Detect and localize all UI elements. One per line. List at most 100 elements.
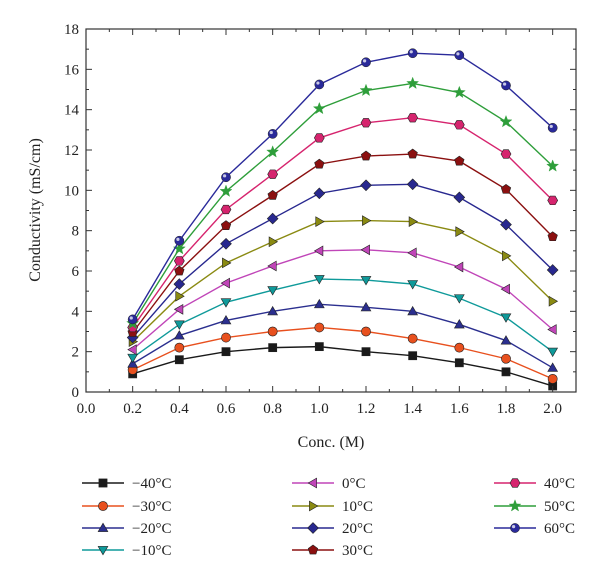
series-line xyxy=(132,345,553,387)
x-tick-label: 1.4 xyxy=(403,401,422,417)
legend-marker xyxy=(98,478,108,488)
data-point xyxy=(173,278,186,290)
data-point xyxy=(452,85,466,99)
data-point xyxy=(360,179,372,192)
marker-highlight xyxy=(456,52,460,56)
data-point xyxy=(501,367,511,377)
data-point xyxy=(547,324,557,335)
data-point xyxy=(127,353,139,364)
x-tick-label: 0.2 xyxy=(123,401,142,417)
legend: −40°C −30°C −20°C −10°C 0°C 10°C 20°C 30°C 40°C 5… xyxy=(82,476,575,559)
data-point xyxy=(174,355,184,365)
data-point xyxy=(408,216,419,227)
series-line xyxy=(132,52,554,320)
legend-item: 20°C xyxy=(292,521,373,537)
legend-item: 50°C xyxy=(494,499,575,515)
x-tick-label: 1.6 xyxy=(450,401,469,417)
data-point xyxy=(314,322,325,333)
data-point xyxy=(220,237,232,250)
legend-marker xyxy=(307,522,319,534)
legend-item: 0°C xyxy=(292,476,366,492)
series-line xyxy=(132,183,554,339)
legend-item: −20°C xyxy=(82,521,171,537)
data-point xyxy=(174,342,185,353)
series xyxy=(127,148,558,337)
data-point xyxy=(127,358,139,368)
marker-body xyxy=(221,172,231,183)
data-point xyxy=(173,330,185,340)
data-point xyxy=(360,150,372,161)
x-axis-title: Conc. (M) xyxy=(298,434,365,451)
data-point xyxy=(221,172,231,183)
series-line xyxy=(132,117,554,328)
data-point xyxy=(361,347,371,357)
marker-body xyxy=(454,50,465,61)
data-point xyxy=(546,159,560,172)
legend-label: 30°C xyxy=(342,543,373,559)
data-point xyxy=(267,326,278,337)
legend-label: −20°C xyxy=(132,521,171,537)
data-point xyxy=(173,303,184,315)
data-point xyxy=(220,298,232,308)
data-point xyxy=(172,242,186,255)
data-point xyxy=(407,305,419,316)
data-point xyxy=(500,218,512,231)
data-point xyxy=(453,294,465,304)
data-point xyxy=(313,245,324,257)
series xyxy=(127,48,558,325)
data-point xyxy=(501,80,511,91)
series xyxy=(126,178,559,344)
series xyxy=(126,76,560,329)
data-point xyxy=(267,190,278,200)
data-point xyxy=(547,231,558,242)
y-tick-label: 8 xyxy=(72,224,80,240)
data-point xyxy=(221,347,231,357)
data-point xyxy=(174,265,185,276)
series-line xyxy=(132,303,554,369)
data-point xyxy=(267,169,279,179)
data-point xyxy=(407,148,418,159)
data-point xyxy=(267,129,278,139)
data-point xyxy=(500,335,512,345)
legend-item: 30°C xyxy=(292,543,373,559)
y-tick-label: 14 xyxy=(64,103,80,119)
legend-label: −30°C xyxy=(132,499,171,515)
data-point xyxy=(406,76,420,89)
x-tick-label: 1.0 xyxy=(310,401,329,417)
data-point xyxy=(173,256,185,266)
data-point xyxy=(220,277,230,289)
x-tick-label: 0.8 xyxy=(263,401,282,417)
data-point xyxy=(314,79,325,90)
legend-label: 40°C xyxy=(544,476,575,492)
marker-highlight xyxy=(223,174,227,178)
marker-body xyxy=(127,314,138,325)
legend-marker xyxy=(309,500,319,512)
data-point xyxy=(408,351,418,361)
data-point xyxy=(547,122,558,133)
data-point xyxy=(313,275,325,285)
legend-label: 0°C xyxy=(342,476,366,492)
marker-body xyxy=(314,79,325,90)
data-point xyxy=(500,183,512,194)
data-point xyxy=(407,280,419,290)
legend-item: 60°C xyxy=(494,521,575,537)
x-tick-label: 1.8 xyxy=(497,401,516,417)
data-point xyxy=(453,120,465,130)
data-point xyxy=(501,353,511,364)
x-tick-label: 2.0 xyxy=(543,401,562,417)
data-point xyxy=(454,358,464,368)
marker-body xyxy=(407,48,418,59)
y-tick-label: 10 xyxy=(64,183,79,199)
marker-highlight xyxy=(316,81,320,85)
data-point xyxy=(312,101,326,115)
data-point xyxy=(453,319,465,329)
data-point xyxy=(499,114,513,128)
marker-highlight xyxy=(511,525,516,529)
series xyxy=(127,322,558,384)
legend-label: 50°C xyxy=(544,499,575,515)
data-point xyxy=(127,314,138,325)
marker-body xyxy=(361,57,371,68)
marker-highlight xyxy=(503,82,507,86)
data-point xyxy=(547,362,559,372)
